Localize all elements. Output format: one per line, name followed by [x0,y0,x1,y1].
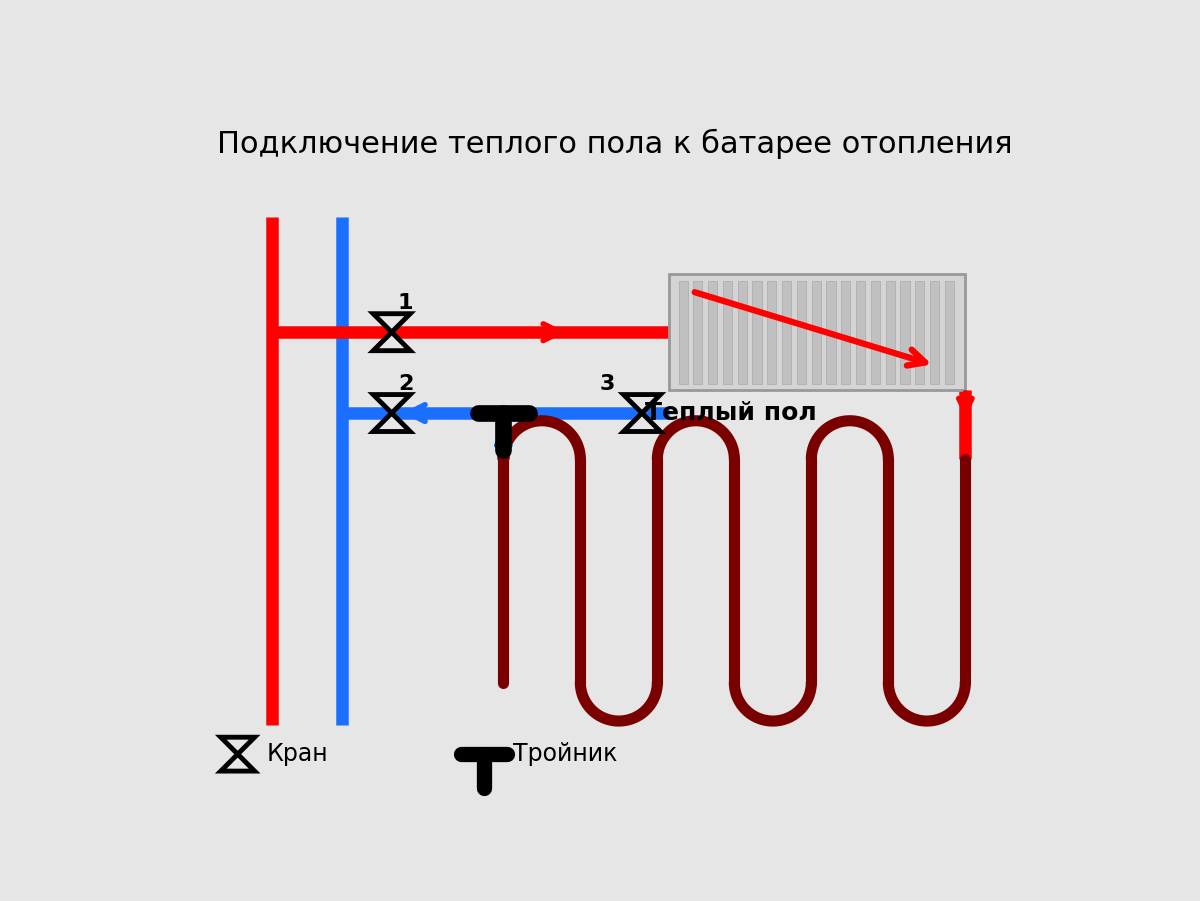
Bar [827,280,835,384]
Bar [708,280,718,384]
Text: Кран: Кран [266,742,329,766]
Bar [944,280,954,384]
Bar [886,280,895,384]
Text: 3: 3 [600,374,614,394]
Polygon shape [624,413,660,432]
Bar [916,280,924,384]
Bar [767,280,776,384]
Bar [782,280,791,384]
Bar [722,280,732,384]
Text: Теплый пол: Теплый пол [644,401,816,425]
Polygon shape [221,737,254,754]
Bar [811,280,821,384]
Polygon shape [624,395,660,413]
Polygon shape [373,332,410,350]
Bar [678,280,688,384]
Bar [930,280,940,384]
Bar [694,280,702,384]
Text: Тройник: Тройник [514,742,618,766]
Polygon shape [221,754,254,771]
Bar [738,280,746,384]
Bar [856,280,865,384]
Polygon shape [373,413,410,432]
Bar [900,280,910,384]
Bar [871,280,880,384]
Bar [841,280,851,384]
Text: Подключение теплого пола к батарее отопления: Подключение теплого пола к батарее отопл… [217,129,1013,159]
Text: 1: 1 [398,293,413,313]
Polygon shape [373,395,410,413]
Bar [797,280,806,384]
Polygon shape [373,314,410,332]
Bar [668,275,965,390]
Bar [752,280,762,384]
Text: 2: 2 [398,374,413,394]
